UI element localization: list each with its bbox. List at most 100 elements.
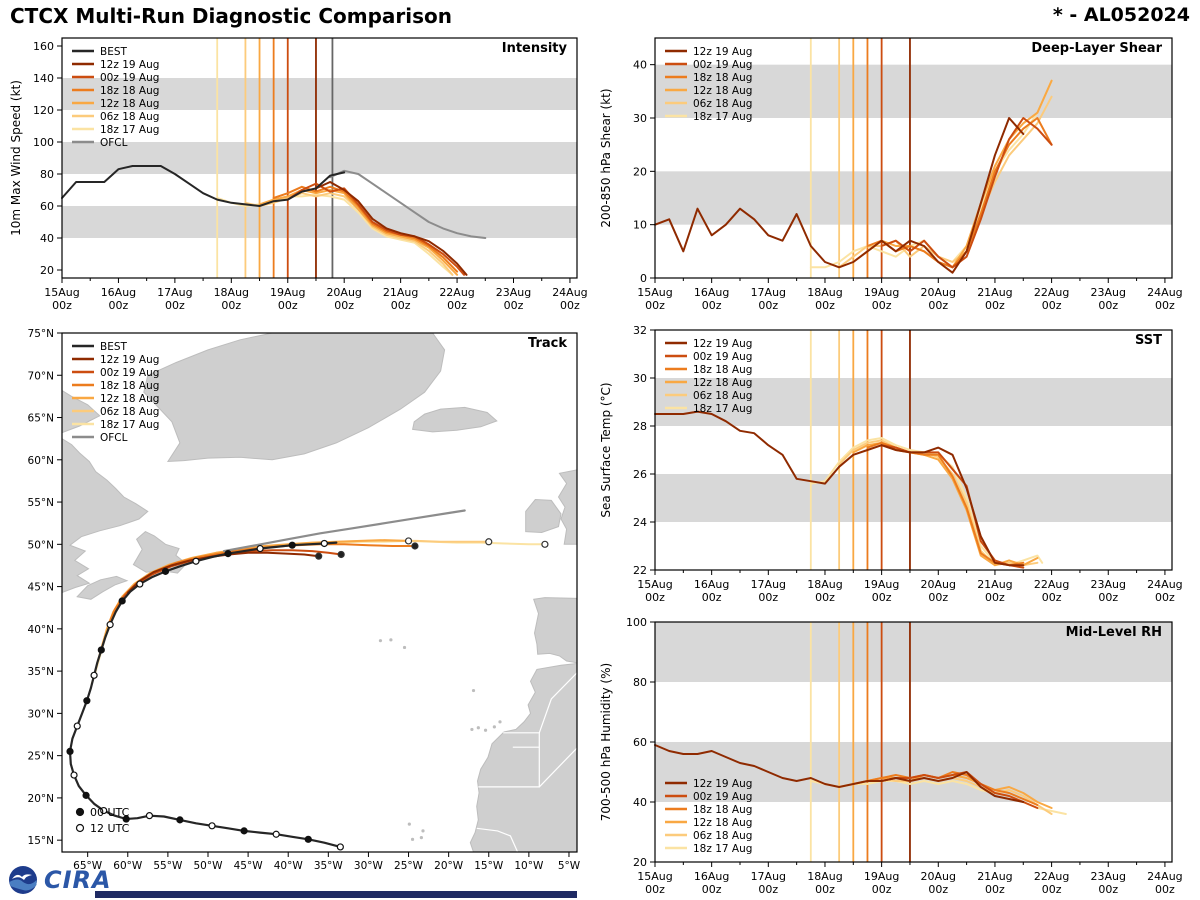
svg-text:12z 19 Aug: 12z 19 Aug bbox=[100, 354, 159, 366]
svg-text:00z: 00z bbox=[872, 883, 892, 896]
shade-band bbox=[655, 622, 1172, 682]
svg-text:00z: 00z bbox=[758, 591, 778, 604]
svg-text:35°N: 35°N bbox=[28, 666, 54, 678]
svg-text:20°W: 20°W bbox=[434, 860, 464, 872]
svg-text:140: 140 bbox=[33, 72, 54, 85]
landmass bbox=[557, 469, 577, 545]
position-marker-00utc bbox=[240, 827, 248, 835]
shear-panel-title: Deep-Layer Shear bbox=[1031, 41, 1162, 56]
position-marker-00utc bbox=[161, 567, 170, 575]
storm-id: * - AL052024 bbox=[1052, 4, 1190, 26]
svg-text:00z: 00z bbox=[702, 299, 722, 312]
cira-logo: CIRA bbox=[44, 866, 112, 894]
svg-text:00z: 00z bbox=[1042, 299, 1062, 312]
svg-text:00z: 00z bbox=[815, 299, 835, 312]
shear-chart: 01020304015Aug00z16Aug00z17Aug00z18Aug00… bbox=[633, 37, 1183, 312]
position-marker-12utc bbox=[145, 812, 154, 820]
svg-text:22Aug: 22Aug bbox=[1034, 578, 1069, 591]
svg-text:00z: 00z bbox=[221, 299, 241, 312]
island bbox=[498, 720, 502, 724]
position-marker-12utc bbox=[73, 722, 81, 730]
island bbox=[476, 726, 480, 730]
svg-text:20: 20 bbox=[633, 165, 647, 178]
svg-text:28: 28 bbox=[633, 420, 647, 433]
svg-text:OFCL: OFCL bbox=[100, 432, 128, 444]
svg-text:18z 17 Aug: 18z 17 Aug bbox=[693, 403, 752, 415]
svg-text:00z 19 Aug: 00z 19 Aug bbox=[693, 59, 752, 71]
svg-text:20: 20 bbox=[633, 856, 647, 869]
svg-text:22Aug: 22Aug bbox=[439, 286, 474, 299]
svg-text:24: 24 bbox=[633, 516, 647, 529]
svg-text:00z 19 Aug: 00z 19 Aug bbox=[100, 367, 159, 379]
svg-text:10: 10 bbox=[633, 219, 647, 232]
position-marker-12utc bbox=[192, 557, 200, 565]
svg-text:BEST: BEST bbox=[100, 46, 128, 58]
island bbox=[407, 822, 411, 826]
svg-text:12z 19 Aug: 12z 19 Aug bbox=[693, 46, 752, 58]
footer-logos: CIRA bbox=[8, 863, 112, 897]
position-marker-00utc bbox=[304, 835, 312, 843]
country-border bbox=[538, 672, 577, 734]
svg-text:00z: 00z bbox=[1098, 299, 1118, 312]
svg-text:16Aug: 16Aug bbox=[694, 578, 729, 591]
island bbox=[470, 727, 474, 732]
series-line bbox=[315, 181, 468, 276]
svg-text:24Aug: 24Aug bbox=[1147, 870, 1182, 883]
landmass bbox=[62, 438, 149, 594]
svg-text:18z 17 Aug: 18z 17 Aug bbox=[100, 419, 159, 431]
svg-text:70°N: 70°N bbox=[28, 370, 54, 382]
position-marker-12utc bbox=[136, 580, 144, 588]
track-panel-title: Track bbox=[528, 336, 567, 351]
svg-text:00z: 00z bbox=[560, 299, 580, 312]
svg-text:40°W: 40°W bbox=[274, 860, 304, 872]
svg-text:00z: 00z bbox=[645, 299, 665, 312]
svg-text:00z: 00z bbox=[391, 299, 411, 312]
svg-text:17Aug: 17Aug bbox=[157, 286, 192, 299]
svg-text:00z: 00z bbox=[928, 591, 948, 604]
position-marker-12utc bbox=[70, 771, 78, 779]
svg-text:15Aug: 15Aug bbox=[637, 578, 672, 591]
svg-text:06z 18 Aug: 06z 18 Aug bbox=[693, 98, 752, 110]
svg-text:20Aug: 20Aug bbox=[921, 578, 956, 591]
svg-text:19Aug: 19Aug bbox=[270, 286, 305, 299]
svg-text:50°W: 50°W bbox=[193, 860, 223, 872]
landmass bbox=[411, 406, 498, 433]
svg-text:00z: 00z bbox=[872, 591, 892, 604]
svg-text:BEST: BEST bbox=[100, 341, 128, 353]
svg-text:12z 18 Aug: 12z 18 Aug bbox=[693, 377, 752, 389]
utc-marker-legend: 00 UTC 12 UTC bbox=[75, 806, 130, 835]
position-marker-12utc bbox=[208, 822, 216, 830]
svg-text:16Aug: 16Aug bbox=[101, 286, 136, 299]
landmass bbox=[143, 333, 446, 463]
svg-text:18z 18 Aug: 18z 18 Aug bbox=[100, 85, 159, 97]
svg-text:00z: 00z bbox=[645, 591, 665, 604]
position-marker-00utc bbox=[122, 815, 130, 823]
svg-text:00z: 00z bbox=[278, 299, 298, 312]
island bbox=[389, 638, 393, 642]
svg-text:00z: 00z bbox=[985, 883, 1005, 896]
svg-text:18Aug: 18Aug bbox=[807, 286, 842, 299]
shade-band bbox=[62, 142, 577, 174]
svg-text:00z: 00z bbox=[1098, 591, 1118, 604]
svg-text:06z 18 Aug: 06z 18 Aug bbox=[693, 390, 752, 402]
svg-text:40: 40 bbox=[633, 796, 647, 809]
svg-text:26: 26 bbox=[633, 468, 647, 481]
shade-band bbox=[62, 206, 577, 238]
svg-text:40: 40 bbox=[40, 232, 54, 245]
svg-text:00z: 00z bbox=[334, 299, 354, 312]
plot-frame bbox=[654, 329, 1173, 571]
svg-text:15Aug: 15Aug bbox=[637, 286, 672, 299]
rh-chart: 2040608010015Aug00z16Aug00z17Aug00z18Aug… bbox=[626, 616, 1183, 896]
svg-text:12z 19 Aug: 12z 19 Aug bbox=[693, 338, 752, 350]
svg-text:18Aug: 18Aug bbox=[807, 578, 842, 591]
svg-text:00z: 00z bbox=[447, 299, 467, 312]
svg-text:15°W: 15°W bbox=[474, 860, 504, 872]
svg-text:30: 30 bbox=[633, 112, 647, 125]
svg-text:00z: 00z bbox=[815, 591, 835, 604]
svg-text:35°W: 35°W bbox=[314, 860, 344, 872]
svg-text:12z 18 Aug: 12z 18 Aug bbox=[693, 817, 752, 829]
series-line bbox=[654, 410, 1025, 567]
